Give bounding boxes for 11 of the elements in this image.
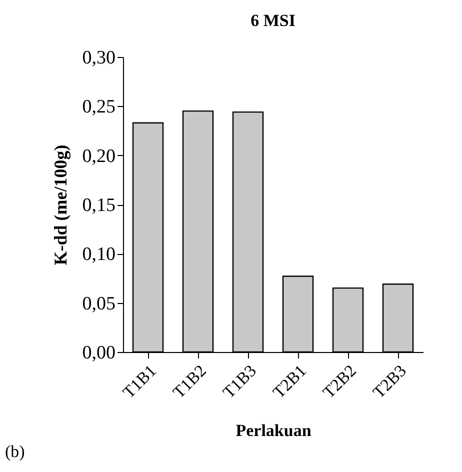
y-axis-title: K-dd (me/100g) xyxy=(50,144,70,266)
y-tick-label: 0,30 xyxy=(82,48,116,68)
y-tick-label: 0,10 xyxy=(82,244,116,266)
y-tick-label: 0,00 xyxy=(82,342,116,364)
y-tick-label: 0,25 xyxy=(82,96,116,118)
x-axis-title: Perlakuan xyxy=(236,421,312,440)
y-tick-label: 0,20 xyxy=(82,146,116,167)
y-tick-label: 0,15 xyxy=(82,195,116,216)
chart-title: 6 MSI xyxy=(250,11,296,30)
y-tick-label: 0,05 xyxy=(82,293,116,314)
text: (b) xyxy=(5,442,25,461)
